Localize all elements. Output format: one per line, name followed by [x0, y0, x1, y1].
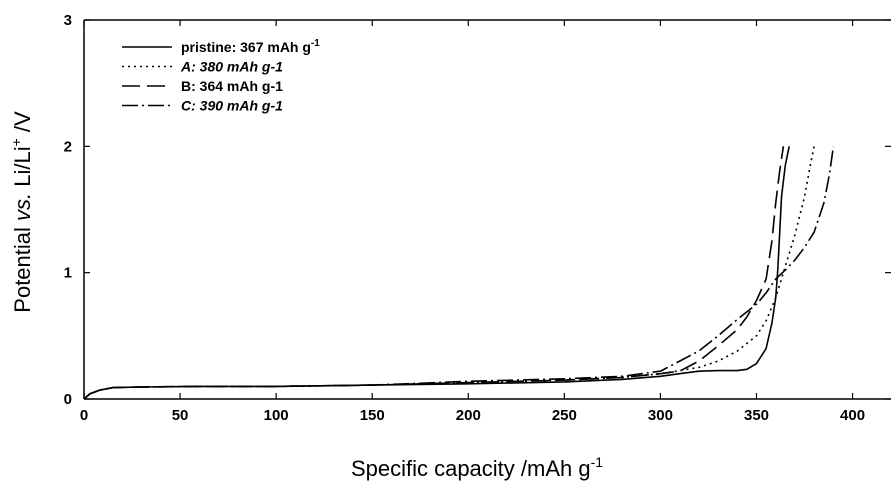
series-line-1 — [83, 146, 790, 400]
x-tick-label: 200 — [456, 407, 481, 424]
legend-label-3: B: 364 mAh g-1 — [181, 78, 283, 94]
x-tick-label: 50 — [172, 407, 189, 424]
y-axis-title: Potential vs. Li/Li+ /V — [8, 111, 35, 313]
series-line-3 — [83, 146, 785, 400]
series-group — [83, 146, 835, 400]
x-tick-label: 250 — [552, 407, 577, 424]
x-tick-label: 400 — [840, 407, 865, 424]
y-axis-title-mid: Li/Li — [10, 146, 35, 192]
x-tick-label: 100 — [264, 407, 289, 424]
y-axis-title-pre: Potential — [10, 221, 35, 313]
y-axis-title-sup: + — [8, 138, 24, 146]
y-axis-title-vs: vs. — [10, 193, 35, 221]
ticks — [83, 19, 891, 400]
plot-frame — [83, 19, 891, 400]
y-tick-label: 1 — [64, 265, 72, 282]
x-tick-label: 350 — [744, 407, 769, 424]
x-axis-title: Specific capacity /mAh g-1 — [351, 454, 603, 481]
legend-label-1: pristine: 367 mAh g-1 — [181, 38, 320, 55]
y-tick-label: 0 — [64, 391, 72, 408]
series-line-4 — [83, 146, 835, 400]
tick-labels: 0 50 100 150 200 250 300 350 400 0 1 2 3 — [64, 12, 865, 424]
y-axis-title-post: /V — [10, 111, 35, 138]
series-line-2 — [83, 146, 815, 400]
x-tick-label: 150 — [360, 407, 385, 424]
y-tick-label: 3 — [64, 12, 72, 29]
legend: pristine: 367 mAh g-1 A: 380 mAh g-1 B: 36… — [122, 38, 320, 114]
y-tick-label: 2 — [64, 138, 72, 155]
x-axis-title-sup: -1 — [591, 454, 604, 470]
x-tick-label: 300 — [648, 407, 673, 424]
legend-label-4: C: 390 mAh g-1 — [181, 98, 283, 114]
x-axis-title-main: Specific capacity /mAh g — [351, 456, 591, 481]
x-tick-label: 0 — [80, 407, 88, 424]
legend-label-2: A: 380 mAh g-1 — [180, 59, 283, 75]
